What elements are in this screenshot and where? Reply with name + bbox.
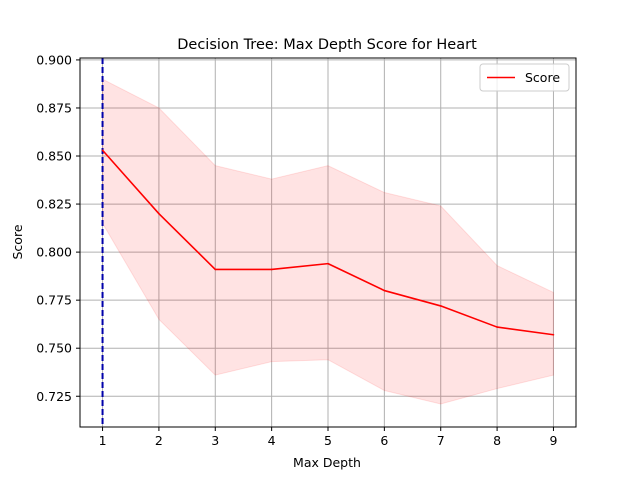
x-tick-label: 8 [493,433,501,448]
series-point [214,268,217,271]
y-tick-label: 0.900 [36,52,72,67]
x-tick-label: 3 [211,433,219,448]
y-tick-label: 0.825 [36,197,72,212]
legend-label: Score [525,70,560,85]
chart-title: Decision Tree: Max Depth Score for Heart [177,37,477,53]
y-tick-label: 0.725 [36,389,72,404]
x-tick-label: 5 [324,433,332,448]
series-line-layer [101,149,555,336]
y-tick-label: 0.800 [36,245,72,260]
series-point [552,333,555,336]
y-tick-label: 0.850 [36,149,72,164]
series-point [439,305,442,307]
x-tick-label: 7 [437,433,445,448]
series-point [496,326,498,328]
x-axis-label: Max Depth [293,455,361,470]
x-tick-label: 4 [268,433,276,448]
y-tick-label: 0.775 [36,293,72,308]
series-point [327,262,329,265]
y-tick-label: 0.750 [36,341,72,356]
confidence-band-layer [102,78,554,405]
x-tick-label: 9 [549,433,557,448]
legend: Score [479,63,570,92]
confidence-band [102,78,554,405]
series-point [158,212,160,215]
series-point [270,268,273,271]
y-tick-label: 0.875 [36,100,72,115]
series-point [101,149,104,152]
legend-box [479,63,570,92]
x-axis-ticks: 1 2 3 4 5 6 7 8 9 [99,427,557,448]
x-tick-label: 1 [99,433,107,448]
x-tick-label: 2 [155,433,163,448]
x-tick-label: 6 [380,433,388,448]
series-point [383,289,386,292]
y-axis-label: Score [10,224,25,259]
y-axis-ticks: 0.725 0.750 0.775 0.800 0.825 0.850 0.875 0.900 [36,52,80,404]
grid-lines [80,58,576,427]
